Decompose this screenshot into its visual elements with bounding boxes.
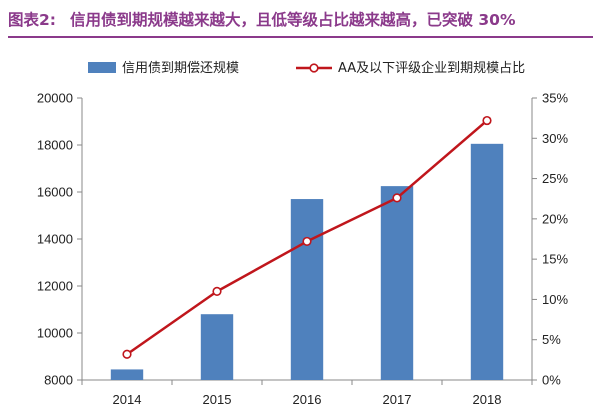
figure-header: 图表2: 信用债到期规模越来越大，且低等级占比越来越高，已突破 30% (8, 5, 593, 35)
legend-line-marker (309, 63, 319, 73)
header-rule (8, 36, 593, 38)
bar-2015 (200, 314, 234, 380)
bar-2018 (470, 143, 504, 380)
bar-2017 (380, 186, 414, 380)
right-axis-tick-label: 5% (542, 332, 561, 347)
right-axis-tick-label: 0% (542, 373, 561, 388)
line-point-2015 (212, 286, 222, 296)
right-axis-tick-label: 35% (542, 91, 568, 106)
figure-number: 图表2: (8, 11, 56, 29)
x-axis-tick-label: 2017 (383, 392, 412, 407)
x-axis-tick-label: 2014 (113, 392, 142, 407)
legend-bar-swatch (88, 62, 116, 73)
bar-2016 (290, 199, 324, 380)
line-point-2014 (122, 349, 132, 359)
right-axis-tick-label: 15% (542, 252, 568, 267)
left-axis-tick-label: 10000 (37, 326, 73, 341)
x-axis-tick-label: 2015 (203, 392, 232, 407)
x-axis-tick-label: 2016 (293, 392, 322, 407)
right-axis-tick-label: 25% (542, 171, 568, 186)
left-axis-tick-label: 16000 (37, 185, 73, 200)
legend-line-label: AA及以下评级企业到期规模占比 (338, 60, 525, 76)
bar-2014 (110, 369, 144, 380)
figure-title: 信用债到期规模越来越大，且低等级占比越来越高，已突破 30% (69, 11, 516, 29)
x-axis-tick-label: 2018 (473, 392, 502, 407)
left-axis-tick-label: 8000 (44, 373, 73, 388)
left-axis-tick-label: 20000 (37, 91, 73, 106)
right-axis-tick-label: 30% (542, 131, 568, 146)
right-axis-tick-label: 10% (542, 292, 568, 307)
line-point-2018 (482, 115, 492, 126)
right-axis-tick-label: 20% (542, 211, 568, 226)
line-point-2017 (392, 193, 402, 203)
left-axis-tick-label: 14000 (37, 232, 73, 247)
line-point-2016 (302, 236, 312, 247)
left-axis-tick-label: 12000 (37, 279, 73, 294)
legend-bar-label: 信用债到期偿还规模 (122, 61, 239, 76)
left-axis-tick-label: 18000 (37, 138, 73, 153)
